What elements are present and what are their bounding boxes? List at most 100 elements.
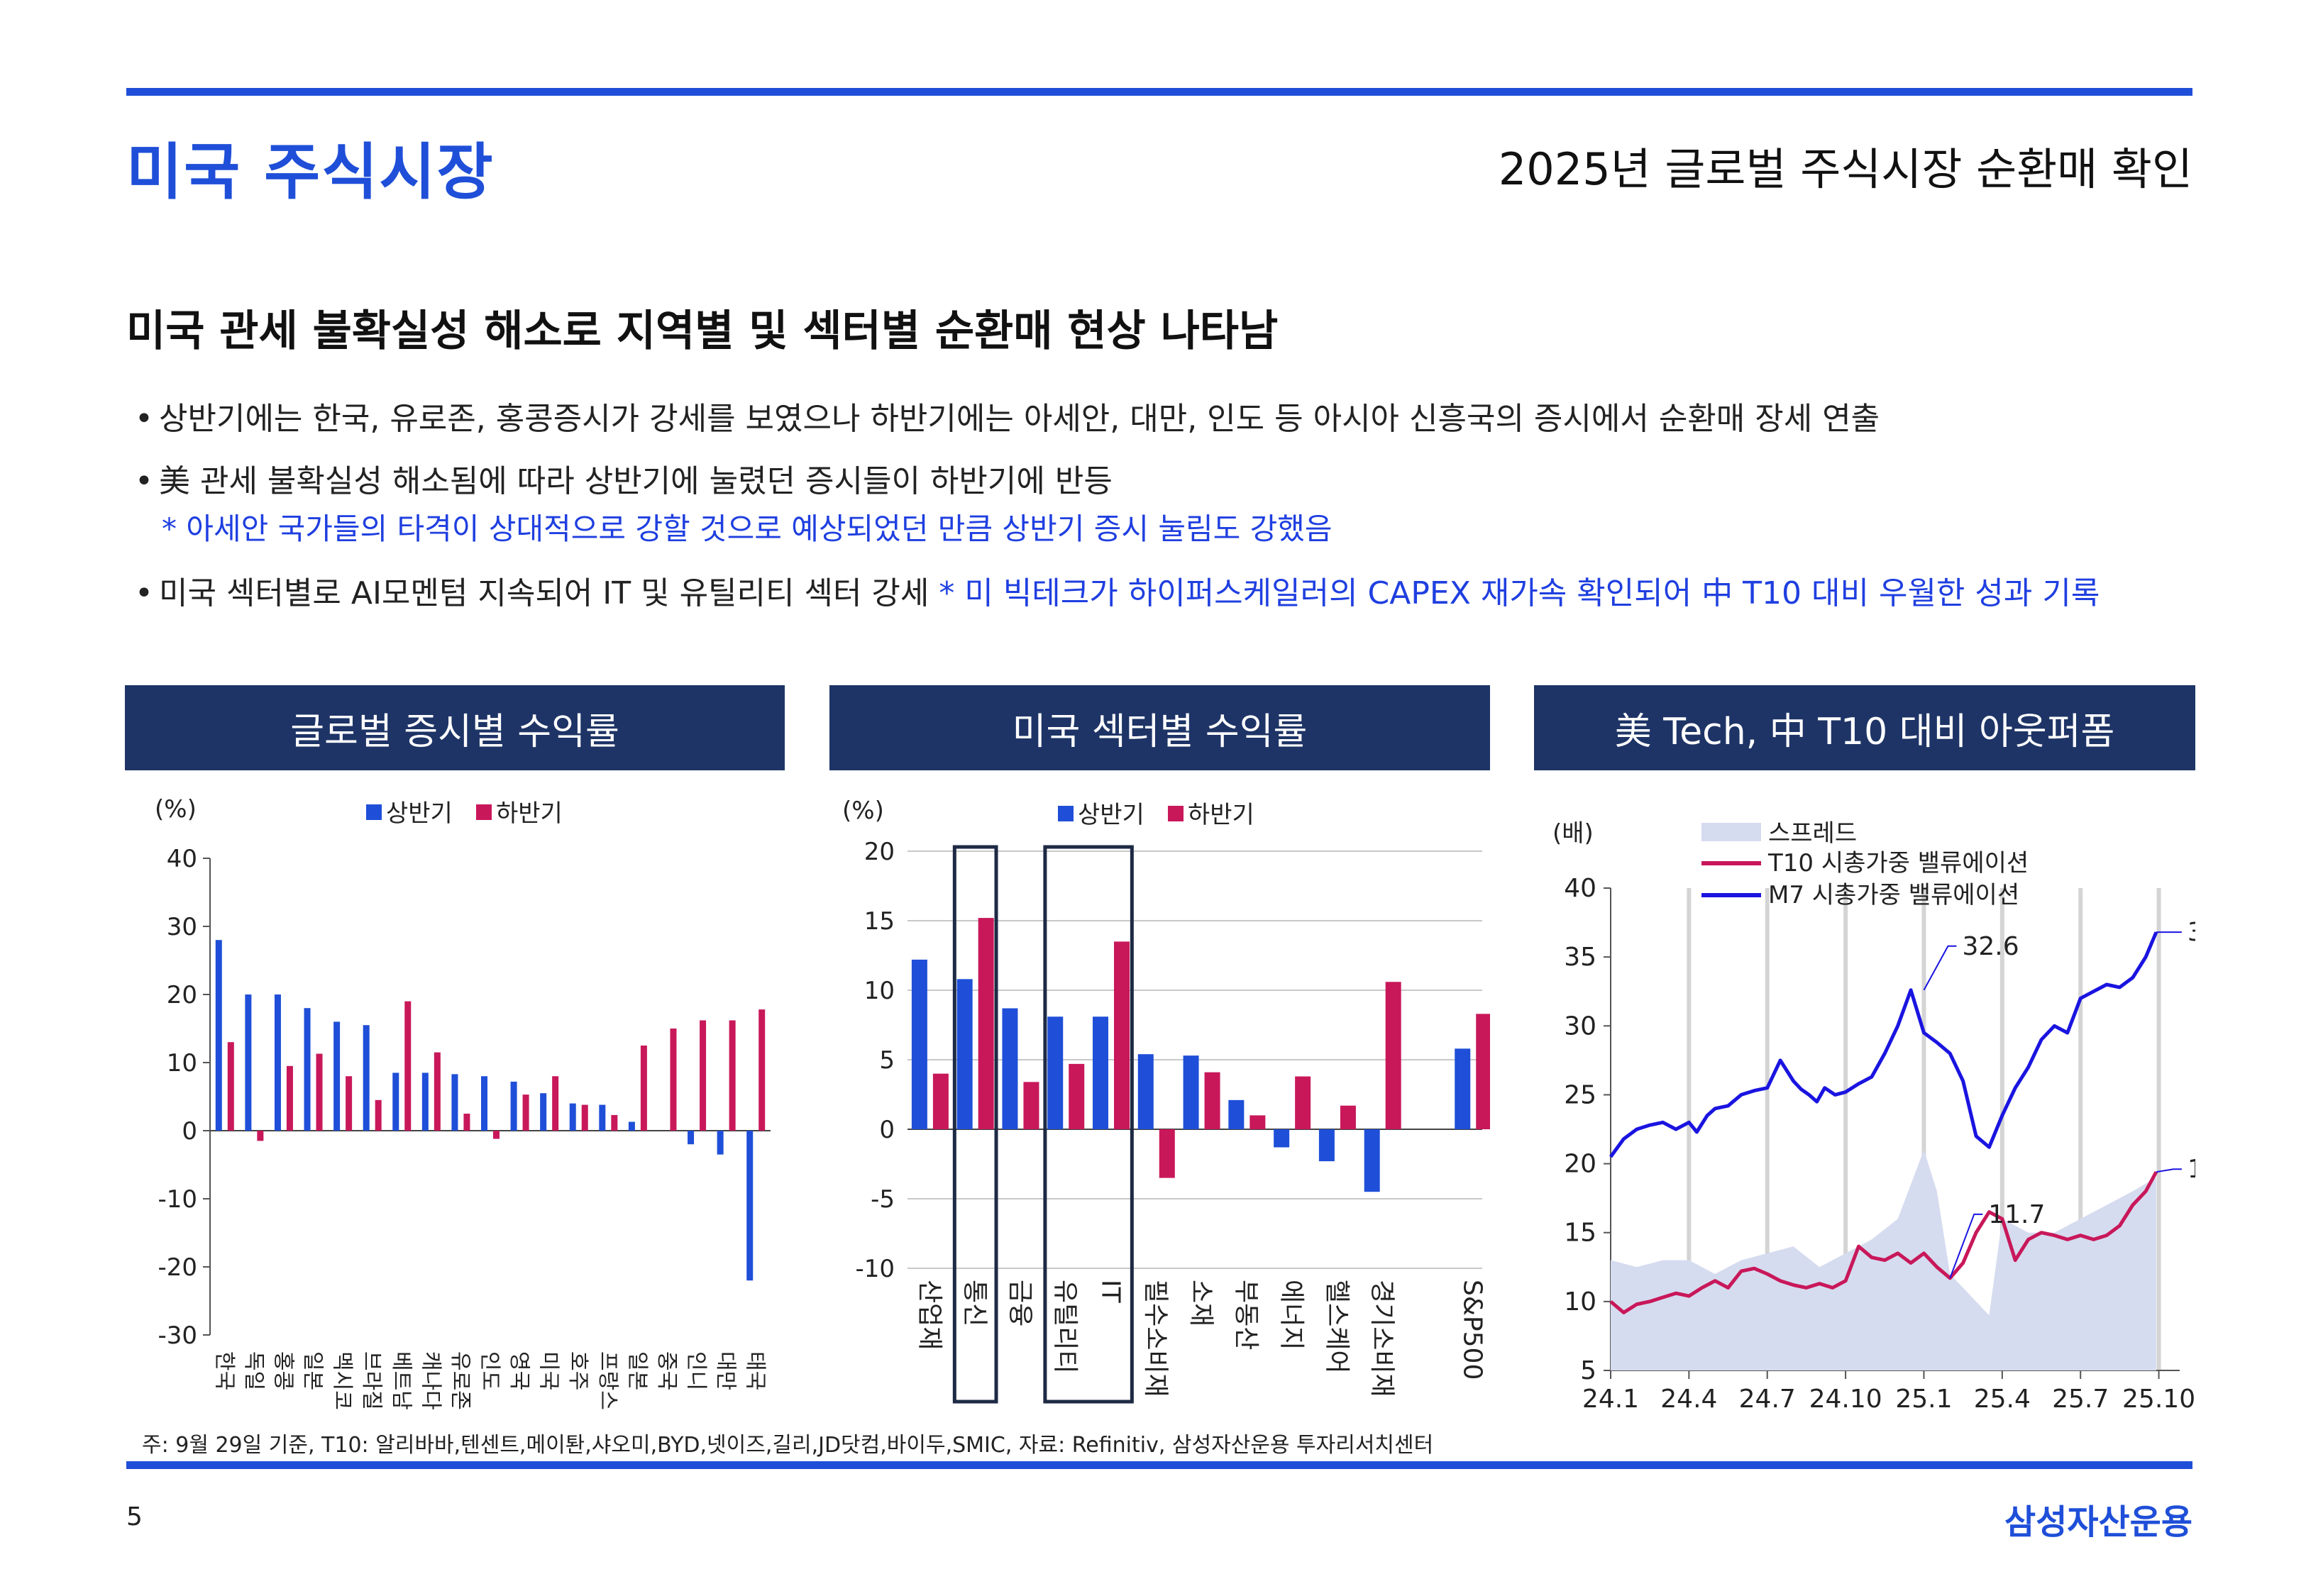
bar-second-half-4 (1114, 941, 1130, 1129)
bar-first-half-3 (304, 1008, 311, 1131)
category-label: 미국 (536, 1351, 561, 1390)
bar-second-half-3 (1069, 1063, 1085, 1129)
y-tick-label: 0 (182, 1117, 197, 1146)
bar-first-half-4 (333, 1021, 341, 1131)
annotation-label-2: 11.7 (1988, 1200, 2045, 1229)
bar-second-half-17 (729, 1020, 736, 1131)
bar-first-half-11 (1455, 1048, 1471, 1129)
bar-second-half-2 (1023, 1082, 1039, 1129)
y-tick-label: 20 (864, 838, 895, 866)
bar-second-half-16 (700, 1020, 707, 1131)
x-tick-label: 25.4 (1974, 1385, 2031, 1414)
y-tick-label: 20 (1564, 1150, 1596, 1179)
annotation-label-3: 19.4 (2188, 1155, 2195, 1184)
bar-first-half-17 (717, 1131, 724, 1155)
legend-label-first-half: 상반기 (386, 799, 453, 828)
bar-first-half-5 (363, 1025, 370, 1131)
brand-logo: 삼성자산운용 (2004, 1502, 2192, 1542)
y-tick-label: 10 (167, 1049, 197, 1077)
bullet-3-note: * 미 빅테크가 하이퍼스케일러의 CAPEX 재가속 확인되어 中 T10 대… (939, 575, 2100, 611)
bar-first-half-16 (688, 1131, 695, 1145)
category-label: 캐나다 (418, 1351, 443, 1410)
bar-first-half-10 (1364, 1129, 1380, 1192)
legend-swatch-first-half (1058, 806, 1074, 821)
y-tick-label: 30 (1564, 1012, 1596, 1041)
y-tick-label: 40 (167, 845, 197, 873)
bar-second-half-7 (434, 1052, 441, 1131)
legend-swatch-spread (1701, 823, 1761, 841)
annotation-label-0: 36.8 (2188, 918, 2195, 947)
category-label: 부동산 (1232, 1280, 1261, 1350)
x-tick-label: 24.7 (1739, 1385, 1796, 1414)
bar-second-half-2 (286, 1065, 293, 1131)
category-label: 태국 (743, 1351, 768, 1390)
page-number: 5 (126, 1502, 143, 1531)
bar-second-half-5 (1159, 1129, 1175, 1178)
y-tick-label: -30 (158, 1321, 197, 1350)
category-label: 금융 (1005, 1280, 1035, 1326)
bullet-dot: • (135, 575, 153, 611)
y-tick-label: 20 (167, 981, 197, 1009)
y-axis-unit: (%) (155, 795, 197, 824)
legend-label-second-half: 하반기 (496, 799, 563, 828)
legend-label-first-half: 상반기 (1078, 801, 1144, 829)
panel-title-global: 글로벌 증시별 수익률 (125, 685, 785, 770)
bar-first-half-8 (1274, 1129, 1290, 1148)
category-label: 필수소비재 (1141, 1280, 1170, 1397)
panel-title-sector: 미국 섹터별 수익률 (829, 685, 1490, 770)
category-label: 소재 (1186, 1280, 1215, 1326)
bar-second-half-15 (670, 1029, 677, 1131)
bar-second-half-3 (316, 1053, 323, 1131)
category-label: 한국 (211, 1351, 236, 1390)
category-label: 호주 (566, 1351, 590, 1390)
bar-second-half-9 (1340, 1105, 1356, 1129)
bullet-2-note: * 아세안 국가들의 타격이 상대적으로 강할 것으로 예상되었던 만큼 상반기… (162, 511, 1333, 546)
bullet-3-text: 미국 섹터별로 AI모멘텀 지속되어 IT 및 유틸리티 섹터 강세 (159, 575, 939, 611)
x-tick-label: 24.10 (1809, 1385, 1882, 1414)
bar-first-half-10 (510, 1081, 517, 1131)
line-t10-valuation (1609, 1171, 2158, 1314)
category-label: 일본 (300, 1351, 325, 1390)
y-tick-label: -5 (871, 1185, 895, 1214)
bar-first-half-7 (421, 1073, 429, 1131)
y-tick-label: 10 (864, 977, 895, 1005)
y-axis-unit: (%) (842, 797, 884, 825)
bar-second-half-10 (1385, 982, 1401, 1129)
bottom-rule (126, 1461, 2192, 1469)
category-label: 인니 (684, 1351, 709, 1390)
legend-label-second-half: 하반기 (1188, 801, 1254, 829)
footnote: 주: 9월 29일 기준, T10: 알리바바,텐센트,메이퇀,샤오미,BYD,… (142, 1433, 1434, 1458)
category-label: 멕시코 (330, 1351, 355, 1410)
category-label: 브라질 (359, 1351, 384, 1410)
bar-first-half-7 (1228, 1099, 1245, 1129)
page-title: 미국 주식시장 (126, 137, 495, 208)
category-label: 에너지 (1277, 1280, 1306, 1350)
x-tick-label: 25.10 (2122, 1385, 2195, 1414)
bar-second-half-8 (463, 1114, 470, 1131)
annotation-leader-1 (1923, 945, 1957, 991)
x-tick-label: 24.1 (1582, 1385, 1639, 1414)
bar-first-half-1 (245, 994, 252, 1131)
category-label: 베트남 (389, 1351, 414, 1410)
bullet-1-text: 상반기에는 한국, 유로존, 홍콩증시가 강세를 보였으나 하반기에는 아세안,… (159, 401, 1880, 437)
bar-second-half-4 (346, 1076, 353, 1131)
x-tick-label: 25.1 (1895, 1385, 1952, 1414)
category-label: 프랑스 (595, 1351, 620, 1410)
category-label: 독일 (241, 1351, 266, 1390)
y-tick-label: 35 (1564, 943, 1596, 972)
bar-first-half-3 (1047, 1016, 1064, 1129)
bar-second-half-11 (552, 1076, 559, 1131)
category-label: 산업재 (915, 1280, 944, 1350)
bar-first-half-9 (1318, 1129, 1335, 1162)
category-label: 통신 (960, 1280, 989, 1326)
legend-swatch-first-half (366, 804, 382, 820)
bullet-2-text: 美 관세 불확실성 해소됨에 따라 상반기에 눌렸던 증시들이 하반기에 반등 (159, 463, 1113, 499)
y-tick-label: 40 (1564, 874, 1596, 903)
y-tick-label: -10 (158, 1185, 197, 1214)
bullet-3: • 미국 섹터별로 AI모멘텀 지속되어 IT 및 유틸리티 섹터 강세 * 미 … (135, 567, 2100, 613)
line-m7-valuation (1609, 931, 2158, 1158)
headline: 미국 관세 불확실성 해소로 지역별 및 섹터별 순환매 현상 나타남 (126, 306, 1279, 356)
category-label: 헬스케어 (1322, 1280, 1351, 1373)
